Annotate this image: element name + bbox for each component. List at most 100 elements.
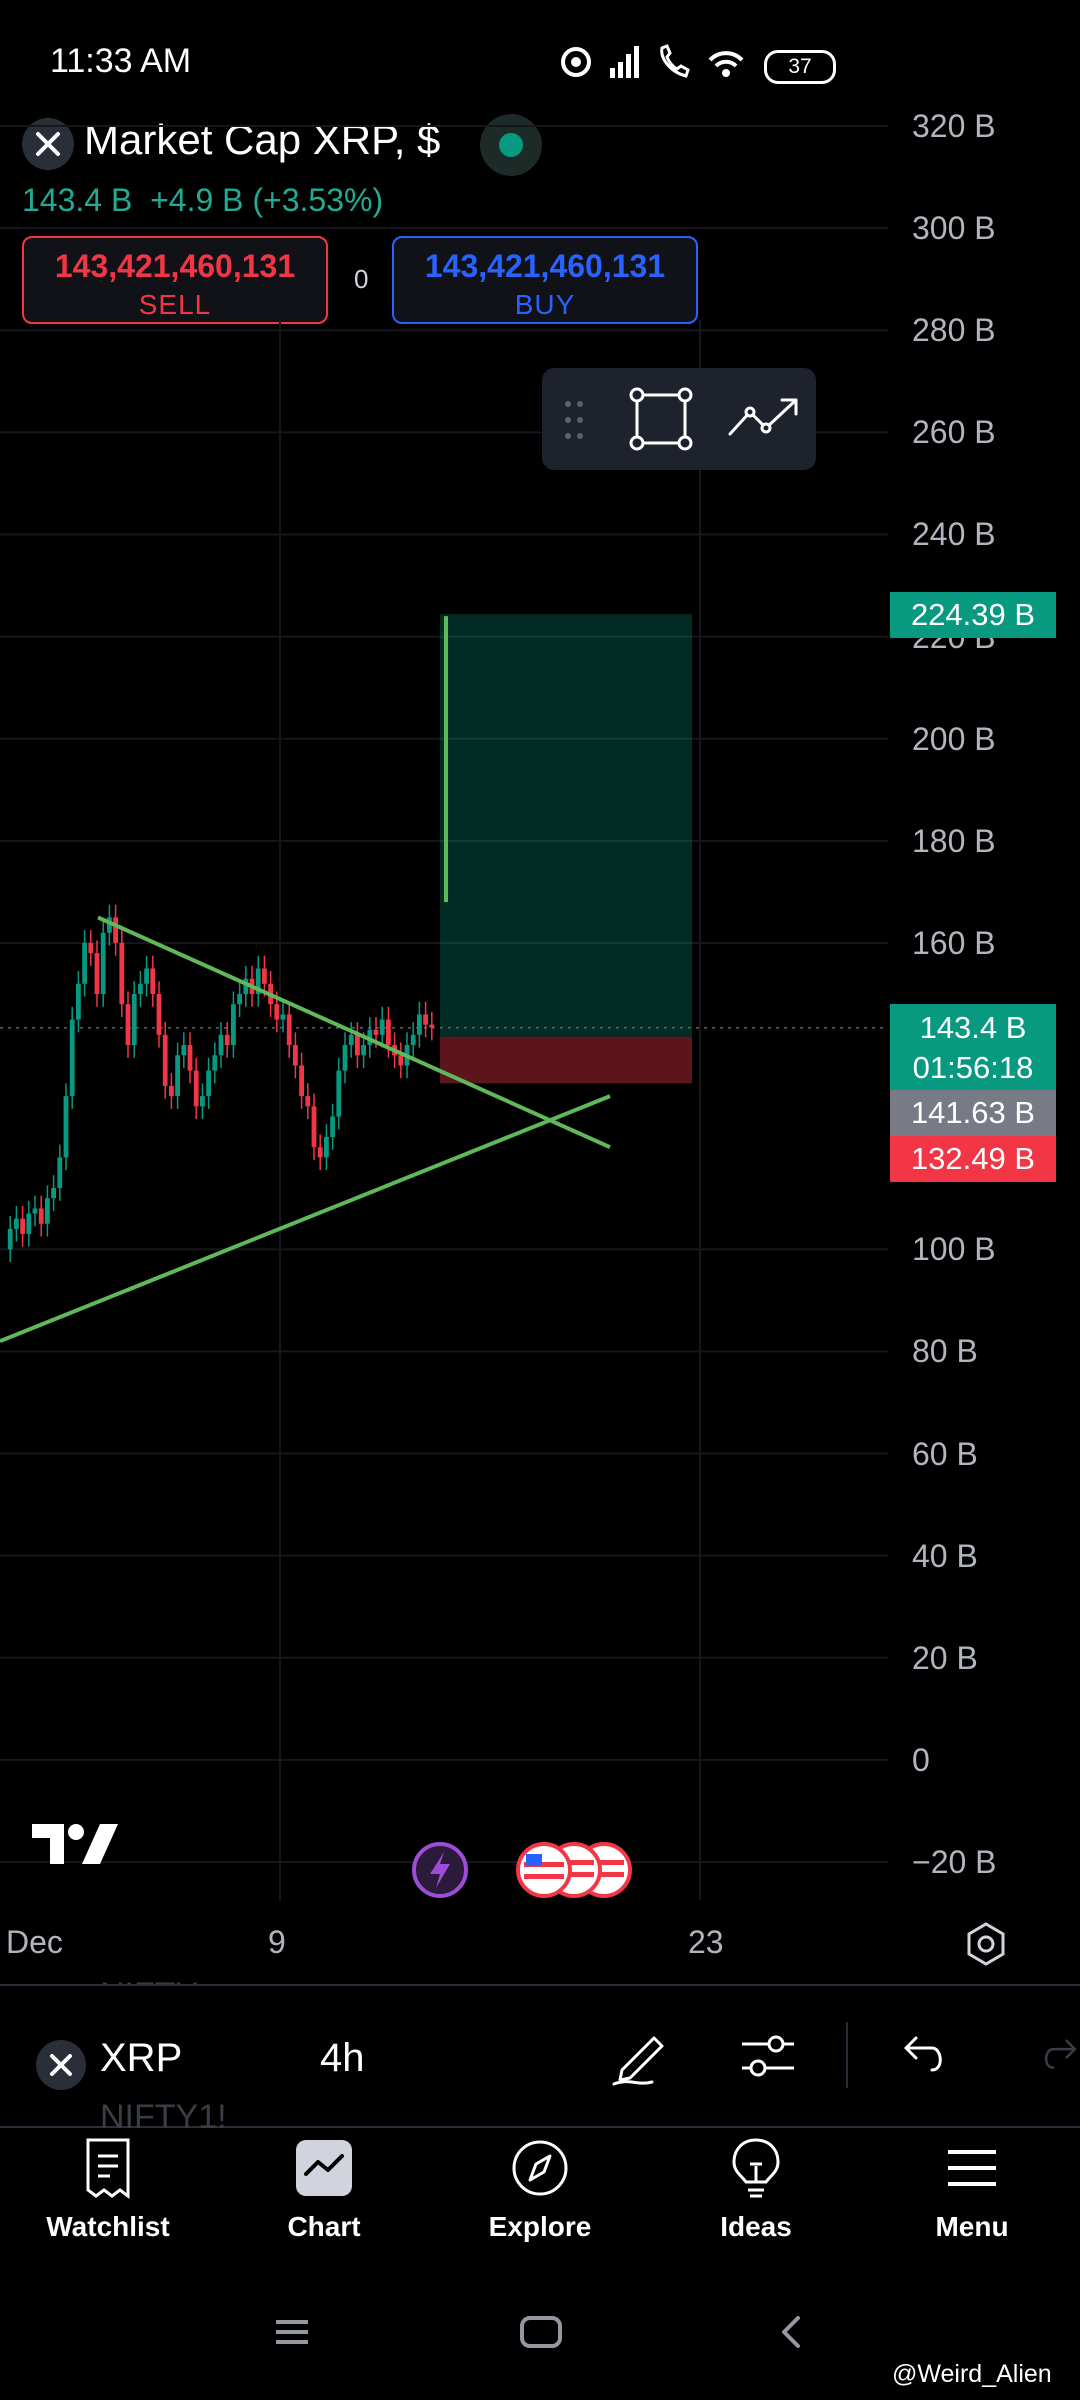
y-tick-label: 260 B: [912, 414, 996, 451]
candle-body: [293, 1045, 298, 1066]
redo-icon[interactable]: [1038, 2032, 1080, 2078]
candle-body: [212, 1055, 218, 1071]
y-tick-label: 180 B: [912, 822, 996, 859]
candle-body: [330, 1116, 335, 1137]
signal-icon: [610, 46, 639, 78]
candle-body: [274, 1004, 280, 1020]
candle-body: [429, 1024, 435, 1028]
rectangle-tool-icon[interactable]: [628, 386, 694, 452]
buy-button[interactable]: 143,421,460,131 BUY: [392, 236, 698, 324]
candle-body: [243, 978, 249, 994]
candle-body: [113, 917, 118, 943]
compass-icon: [512, 2140, 568, 2196]
home-icon[interactable]: [518, 2312, 564, 2352]
candle-body: [150, 968, 156, 994]
tradingview-logo: [32, 1824, 118, 1864]
drag-handle-icon[interactable]: [562, 398, 586, 442]
y-tick-label: 300 B: [912, 210, 996, 247]
close-icon: [50, 2054, 72, 2076]
sell-price: 143,421,460,131: [54, 248, 296, 284]
entry-price-tag: 141.63 B: [890, 1090, 1056, 1136]
candle-body: [38, 1208, 44, 1224]
chart-bottom-toolbar: XRP 4h: [0, 1984, 1080, 2128]
stop-zone: [440, 1036, 692, 1084]
watchlist-icon: [86, 2138, 130, 2199]
candle-body: [119, 942, 125, 1005]
target-price-tag: 224.39 B: [890, 592, 1056, 638]
indicator-settings-icon[interactable]: [738, 2028, 798, 2084]
nav-chart[interactable]: Chart: [234, 2136, 414, 2243]
y-tick-label: 20 B: [912, 1639, 978, 1676]
upper-trendline: [97, 915, 611, 1150]
sell-label: SELL: [138, 289, 212, 320]
status-time: 11:33 AM: [50, 42, 192, 80]
nav-menu[interactable]: Menu: [882, 2136, 1062, 2243]
candle-body: [373, 1029, 379, 1035]
y-tick-label: 60 B: [912, 1435, 978, 1472]
watermark: @Weird_Alien: [892, 2360, 1052, 2388]
candle-body: [417, 1014, 422, 1035]
interval-selector[interactable]: 4h: [320, 2036, 365, 2080]
candle-body: [348, 1034, 354, 1046]
chart-icon: [296, 2140, 352, 2196]
x-tick-label: Dec: [6, 1924, 63, 1960]
profit-zone: [440, 614, 692, 1037]
y-tick-label: 320 B: [912, 108, 996, 144]
y-tick-label: 240 B: [912, 516, 996, 553]
candle-body: [45, 1198, 50, 1224]
candle-body: [175, 1055, 180, 1097]
recent-apps-icon[interactable]: [272, 2314, 312, 2350]
candle-body: [305, 1096, 311, 1107]
candle-body: [88, 942, 94, 954]
nav-ideas[interactable]: Ideas: [666, 2136, 846, 2243]
candle-body: [317, 1147, 323, 1158]
back-icon[interactable]: [776, 2312, 806, 2352]
candle-body: [299, 1065, 304, 1097]
buy-price: 143,421,460,131: [424, 248, 666, 284]
lightbulb-icon: [732, 2138, 780, 2198]
candle-body: [131, 994, 137, 1046]
close-symbol-chip-button[interactable]: [36, 2040, 86, 2090]
lightning-events-icon[interactable]: [410, 1840, 470, 1900]
price-change: +4.9 B (+3.53%): [150, 182, 384, 218]
candle-body: [218, 1034, 224, 1056]
candle-body: [125, 1004, 131, 1046]
sell-button[interactable]: 143,421,460,131 SELL: [22, 236, 328, 324]
candle-body: [423, 1014, 428, 1025]
candle-body: [224, 1034, 230, 1046]
ghost-symbol-below: NIFTY1!: [100, 2098, 227, 2136]
candle-body: [361, 1045, 366, 1056]
hotspot-icon: [561, 47, 591, 77]
us-economic-events-icon[interactable]: [514, 1840, 634, 1900]
y-tick-label: 280 B: [912, 312, 996, 349]
candle-body: [410, 1034, 416, 1046]
market-open-dot: [499, 133, 523, 157]
market-status-indicator[interactable]: [480, 114, 542, 176]
trend-path-tool-icon[interactable]: [726, 394, 802, 444]
spread-value: 0: [354, 264, 369, 294]
candle-body: [255, 968, 261, 994]
symbol-title[interactable]: Market Cap XRP, $: [84, 116, 441, 163]
undo-icon[interactable]: [900, 2032, 950, 2078]
price-chart[interactable]: [0, 0, 1080, 1960]
drawing-floating-toolbar[interactable]: [542, 368, 816, 470]
y-tick-label: 0: [912, 1741, 930, 1778]
candle-body: [193, 1070, 199, 1107]
close-icon: [36, 132, 60, 156]
candle-body: [76, 983, 81, 1020]
y-tick-label: 160 B: [912, 924, 996, 961]
price-summary: 143.4 B +4.9 B (+3.53%): [22, 182, 383, 219]
chart-settings-icon[interactable]: [962, 1920, 1010, 1968]
candle-body: [100, 932, 106, 994]
candle-body: [262, 968, 267, 984]
nav-watchlist[interactable]: Watchlist: [18, 2136, 198, 2243]
symbol-selector[interactable]: XRP: [100, 2036, 183, 2080]
nav-explore[interactable]: Explore: [450, 2136, 630, 2243]
candle-body: [398, 1055, 404, 1066]
nav-label: Watchlist: [46, 2211, 170, 2242]
drawing-pen-icon[interactable]: [608, 2024, 672, 2088]
candle-body: [187, 1045, 193, 1071]
candle-body: [231, 1004, 236, 1046]
candle-body: [200, 1096, 205, 1107]
wifi-icon: [708, 51, 744, 77]
